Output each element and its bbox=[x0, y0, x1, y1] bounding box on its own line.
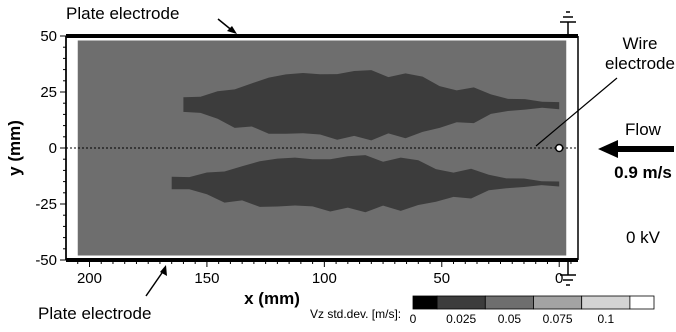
colorbar-title: Vz std.dev. [m/s]: bbox=[310, 307, 401, 321]
x-tick-label: 150 bbox=[194, 270, 219, 287]
top-plate-arrow-head bbox=[227, 26, 237, 34]
bottom-plate-arrow-shaft bbox=[145, 269, 165, 297]
colorbar-tick-label: 0.1 bbox=[597, 312, 614, 326]
wire-label-line1: Wire bbox=[623, 34, 658, 53]
colorbar-bin bbox=[412, 295, 438, 310]
y-tick-label: 25 bbox=[40, 84, 57, 101]
y-tick-label: -50 bbox=[35, 252, 57, 269]
y-tick-label: -25 bbox=[35, 196, 57, 213]
x-axis-title: x (mm) bbox=[244, 289, 300, 308]
wire-leader-line bbox=[535, 77, 618, 147]
voltage-label: 0 kV bbox=[626, 228, 661, 247]
ground-icon-top bbox=[560, 11, 576, 36]
x-axis: 200 150 100 50 0 bbox=[77, 260, 572, 287]
colorbar-tick-label: 0 bbox=[410, 312, 417, 326]
colorbar-bin bbox=[436, 295, 486, 310]
colorbar-bin bbox=[581, 295, 631, 310]
x-tick-label: 200 bbox=[77, 270, 102, 287]
bottom-plate-arrow-head bbox=[160, 265, 167, 276]
colorbar-bin bbox=[533, 295, 583, 310]
region-lower-low-band bbox=[171, 155, 560, 213]
x-tick-label: 0 bbox=[555, 270, 563, 287]
flow-arrow-icon bbox=[598, 140, 618, 158]
ground-icon-bottom bbox=[560, 260, 576, 286]
colorbar-tick-label: 0.075 bbox=[543, 312, 573, 326]
y-axis: 50 25 0 -25 -50 bbox=[35, 28, 67, 269]
bottom-plate-label: Plate electrode bbox=[38, 304, 151, 323]
colorbar-tick-label: 0.05 bbox=[498, 312, 522, 326]
top-plate-label: Plate electrode bbox=[66, 4, 179, 23]
flow-label: Flow bbox=[625, 120, 662, 139]
colorbar-bin bbox=[629, 295, 655, 310]
y-axis-title: y (mm) bbox=[5, 120, 24, 176]
y-tick-label: 50 bbox=[40, 28, 57, 45]
wire-label-line2: electrode bbox=[605, 54, 675, 73]
colorbar-tick-label: 0.025 bbox=[446, 312, 476, 326]
x-tick-label: 100 bbox=[312, 270, 337, 287]
wire-electrode-marker bbox=[554, 143, 564, 153]
x-tick-label: 50 bbox=[433, 270, 450, 287]
colorbar: 0 0.025 0.05 0.075 0.1 bbox=[410, 295, 655, 326]
region-upper-low-band bbox=[183, 70, 560, 141]
colorbar-bin bbox=[484, 295, 534, 310]
flow-speed: 0.9 m/s bbox=[614, 163, 672, 182]
y-tick-label: 0 bbox=[49, 140, 57, 157]
